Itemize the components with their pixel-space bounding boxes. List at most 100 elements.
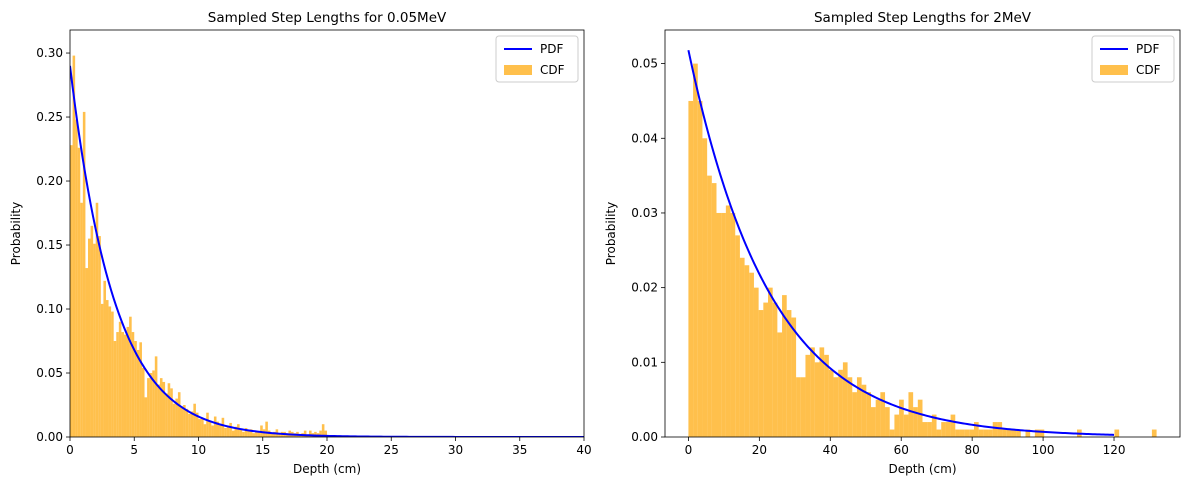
histogram-bar xyxy=(208,421,212,437)
x-tick-label: 20 xyxy=(752,443,767,457)
x-tick-label: 120 xyxy=(1103,443,1126,457)
chart-title: Sampled Step Lengths for 0.05MeV xyxy=(208,10,447,26)
y-tick-label: 0.05 xyxy=(36,366,63,380)
legend-box xyxy=(1091,35,1175,83)
histogram-bar xyxy=(772,302,778,437)
histogram-bar xyxy=(782,295,787,437)
x-tick-label: 5 xyxy=(130,443,138,457)
histogram-bar xyxy=(716,212,722,437)
x-axis-label: Depth (cm) xyxy=(293,462,361,476)
histogram-bar xyxy=(190,411,194,437)
legend: PDF CDF xyxy=(1091,35,1175,83)
histogram-bar xyxy=(237,424,240,437)
histogram-bar xyxy=(730,212,736,437)
histogram-bar xyxy=(791,317,797,437)
histogram-bar xyxy=(1039,429,1045,437)
histogram-bar xyxy=(188,413,191,437)
histogram-bar xyxy=(866,392,871,437)
histogram-bar xyxy=(265,421,268,437)
histogram-bar xyxy=(100,303,104,437)
x-tick-label: 0 xyxy=(685,443,693,457)
histogram-bar xyxy=(116,332,119,437)
histogram-bar xyxy=(134,341,137,437)
histogram-bar xyxy=(165,393,168,437)
y-axis-label: Probability xyxy=(9,202,23,265)
histogram-bar xyxy=(725,205,731,437)
histogram-bar xyxy=(183,405,186,437)
histogram-bar xyxy=(126,326,130,437)
histogram-bar xyxy=(95,202,99,437)
histogram-bar xyxy=(203,424,207,437)
histogram-bar xyxy=(894,414,900,437)
histogram-bar xyxy=(721,212,726,437)
histogram-bar xyxy=(796,377,801,437)
histogram-bar xyxy=(959,429,965,437)
histogram-bar xyxy=(711,183,717,437)
axes-frame xyxy=(69,29,585,438)
histogram-bar xyxy=(198,419,202,437)
histogram-bar xyxy=(871,407,876,437)
histogram-bar xyxy=(927,422,932,437)
histogram-bar xyxy=(819,347,825,437)
histogram-bar xyxy=(309,430,312,437)
chart-right: 0 20 40 60 80 100 120 0.00 0.01 0.02 0.03 0.04 0.05 S… xyxy=(604,10,1181,476)
y-tick-label: 0.02 xyxy=(631,281,658,295)
legend-label: PDF xyxy=(1136,42,1159,56)
histogram-bar xyxy=(229,422,232,437)
histogram-bar xyxy=(180,406,184,437)
histogram-bar xyxy=(899,399,904,437)
histogram-bar xyxy=(697,100,703,437)
histogram-bar xyxy=(861,384,867,437)
plot-area xyxy=(70,55,584,437)
plot-area xyxy=(687,49,1157,437)
x-tick-label: 20 xyxy=(319,443,334,457)
histogram-bar xyxy=(255,430,258,437)
histogram-bar xyxy=(152,370,155,437)
histogram-bar xyxy=(231,430,235,437)
histogram-bar xyxy=(193,403,196,437)
pdf-line xyxy=(687,49,1115,436)
histogram-bar xyxy=(72,55,76,437)
histogram-bar xyxy=(931,414,937,437)
histogram-bar xyxy=(847,377,853,437)
y-tick-label: 0.00 xyxy=(36,430,63,444)
legend-patch-swatch xyxy=(1100,65,1128,75)
histogram-bar xyxy=(707,175,712,437)
histogram-bar xyxy=(1002,429,1007,437)
histogram-bar xyxy=(917,399,923,437)
histogram-bar xyxy=(157,384,160,437)
histogram-bar xyxy=(974,422,979,437)
histogram-bar xyxy=(129,316,132,437)
histogram-bar xyxy=(936,429,942,437)
histogram-bar xyxy=(111,311,114,437)
histogram-bar xyxy=(172,403,176,437)
histogram-bar xyxy=(239,429,243,437)
histogram-bar xyxy=(175,398,178,437)
legend-label: PDF xyxy=(540,42,563,56)
histogram-bar xyxy=(749,272,754,437)
histogram-bar xyxy=(753,287,759,437)
histogram-bar xyxy=(216,421,220,437)
histogram-bar xyxy=(167,383,171,437)
histogram-bar xyxy=(90,225,94,437)
x-tick-label: 25 xyxy=(384,443,399,457)
histogram-bar xyxy=(147,378,150,437)
histogram-bar xyxy=(159,378,163,437)
histogram-bar xyxy=(219,424,222,437)
histogram-bar xyxy=(98,236,101,437)
histogram-bar xyxy=(978,429,984,437)
histogram-bar xyxy=(693,63,698,437)
histogram-bar xyxy=(177,392,181,437)
histogram-bar xyxy=(988,429,993,437)
histogram-bar xyxy=(226,425,230,437)
histogram-bar xyxy=(889,429,895,437)
histogram-bar xyxy=(941,422,946,437)
y-tick-label: 0.10 xyxy=(36,302,63,316)
histogram-bar xyxy=(1034,429,1040,437)
histogram-bar xyxy=(702,138,708,437)
histogram-bar xyxy=(805,354,811,437)
histogram-bar xyxy=(1006,429,1012,437)
histogram-bar xyxy=(221,417,225,437)
histogram-bar xyxy=(105,300,109,437)
histogram-bar xyxy=(139,342,142,437)
